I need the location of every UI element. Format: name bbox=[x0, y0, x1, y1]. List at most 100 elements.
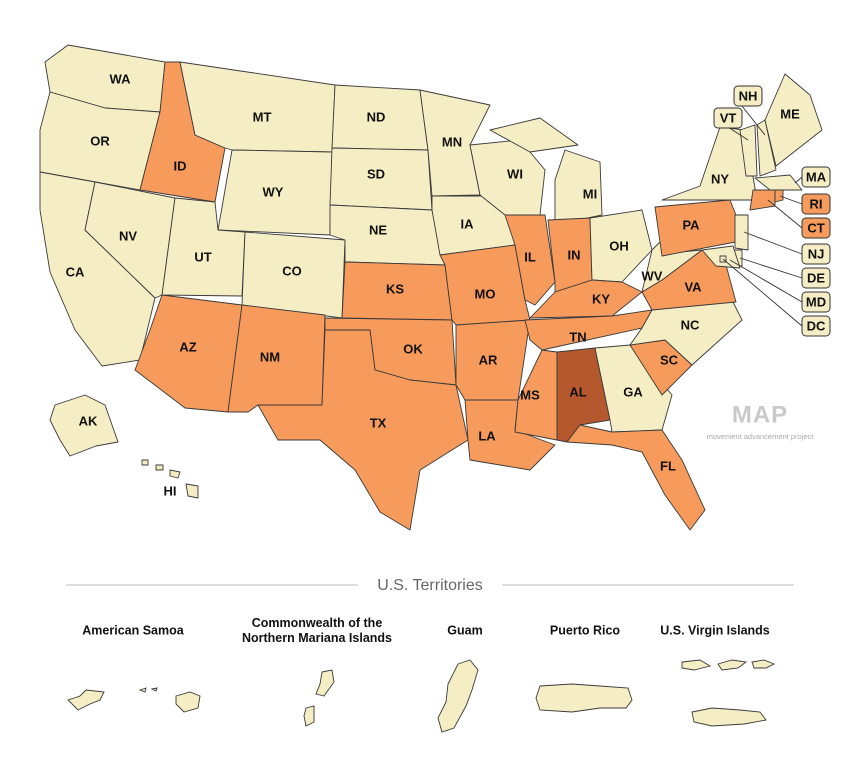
state-shape bbox=[589, 209, 653, 283]
state-label: KS bbox=[386, 281, 404, 296]
state-label: NH bbox=[739, 88, 758, 103]
territory-name: Guam bbox=[447, 623, 482, 637]
territory-name: Puerto Rico bbox=[550, 623, 621, 637]
states bbox=[39, 44, 823, 531]
state-shape bbox=[185, 483, 199, 499]
state-label: CA bbox=[66, 264, 85, 279]
american-samoa-shape bbox=[138, 687, 158, 693]
state-label: ME bbox=[780, 106, 800, 121]
state-label: OK bbox=[403, 341, 423, 356]
logo-name: MAP bbox=[732, 401, 788, 428]
state-label: OH bbox=[609, 238, 629, 253]
state-label: DE bbox=[807, 270, 825, 285]
american-samoa-shape bbox=[67, 689, 105, 711]
state-label: AK bbox=[79, 413, 98, 428]
state-label: AZ bbox=[179, 339, 196, 354]
state-shape bbox=[774, 189, 784, 203]
virgin-islands-shape bbox=[681, 659, 776, 671]
state-label: NC bbox=[681, 317, 700, 332]
label-box bbox=[801, 217, 831, 239]
state-shape bbox=[257, 329, 469, 531]
label-box bbox=[801, 291, 831, 313]
state-label: ID bbox=[174, 158, 187, 173]
label-box bbox=[713, 107, 743, 129]
state-shape bbox=[169, 469, 181, 479]
state-shape bbox=[49, 394, 119, 457]
territories-title: U.S. Territories bbox=[377, 577, 483, 594]
state-label: WV bbox=[642, 268, 663, 283]
state-label: FL bbox=[660, 458, 676, 473]
leader-line bbox=[767, 199, 803, 229]
state-label: IN bbox=[568, 247, 581, 262]
state-shape bbox=[141, 459, 149, 466]
state-label: MI bbox=[583, 186, 597, 201]
state-shape bbox=[504, 214, 556, 306]
leader-line bbox=[743, 231, 803, 255]
state-label: AL bbox=[569, 384, 586, 399]
territory-name: Commonwealth of the bbox=[252, 616, 383, 630]
state-label: NM bbox=[260, 349, 280, 364]
state-label: AR bbox=[479, 352, 498, 367]
state-label: MA bbox=[806, 169, 827, 184]
state-label: MO bbox=[475, 286, 496, 301]
state-label: CT bbox=[807, 220, 824, 235]
state-label: SD bbox=[367, 166, 385, 181]
leader-line bbox=[794, 176, 803, 184]
label-box bbox=[801, 193, 831, 215]
state-label: MT bbox=[253, 109, 272, 124]
state-label: CO bbox=[282, 263, 302, 278]
state-label: TX bbox=[370, 415, 387, 430]
label-box bbox=[801, 243, 831, 265]
territory-name: U.S. Virgin Islands bbox=[660, 623, 770, 637]
territory-name: American Samoa bbox=[82, 623, 184, 637]
puerto-rico-shape bbox=[535, 683, 633, 713]
territory-name: Northern Mariana Islands bbox=[242, 631, 392, 645]
leader-line bbox=[729, 259, 803, 303]
state-shape bbox=[749, 189, 776, 211]
state-label: MD bbox=[806, 294, 826, 309]
state-label: VA bbox=[684, 279, 702, 294]
territory-shapes bbox=[67, 659, 776, 733]
label-box bbox=[801, 267, 831, 289]
state-shape bbox=[489, 117, 579, 153]
state-shape bbox=[329, 204, 446, 266]
state-label: MS bbox=[520, 387, 540, 402]
state-label: NJ bbox=[808, 246, 825, 261]
state-label: ND bbox=[367, 109, 386, 124]
state-shape bbox=[84, 181, 176, 299]
state-shape bbox=[566, 424, 706, 531]
leader-line bbox=[779, 195, 803, 205]
state-label: GA bbox=[623, 384, 643, 399]
state-shape bbox=[179, 61, 336, 153]
state-label: SC bbox=[660, 352, 679, 367]
label-box bbox=[801, 315, 831, 337]
state-label: WA bbox=[110, 71, 132, 86]
state-labels: WA OR CA NV ID MT WY UT CO AZ NM ND SD NE KS OK TX MN IA MO… bbox=[66, 71, 831, 498]
state-label: NY bbox=[711, 171, 729, 186]
state-shape bbox=[155, 464, 164, 471]
logo-tagline: movement advancement project bbox=[707, 432, 815, 441]
virgin-islands-shape bbox=[691, 707, 767, 727]
state-label: NV bbox=[119, 228, 137, 243]
state-label: TN bbox=[569, 329, 586, 344]
state-label: VT bbox=[720, 110, 737, 125]
state-label: WI bbox=[507, 166, 523, 181]
state-label: IL bbox=[524, 249, 536, 264]
state-label: HI bbox=[164, 483, 177, 498]
state-label: NE bbox=[369, 222, 387, 237]
label-box bbox=[733, 85, 763, 107]
state-label: UT bbox=[194, 249, 211, 264]
state-label: OR bbox=[90, 133, 110, 148]
state-label: WY bbox=[263, 184, 284, 199]
state-label: LA bbox=[478, 428, 496, 443]
state-label: KY bbox=[592, 291, 610, 306]
mariana-shape bbox=[303, 705, 315, 727]
state-label: MN bbox=[442, 134, 462, 149]
state-label: PA bbox=[682, 217, 700, 232]
state-shape bbox=[764, 73, 823, 167]
american-samoa-shape bbox=[175, 691, 201, 713]
state-label: DC bbox=[807, 318, 826, 333]
state-shape bbox=[439, 244, 531, 326]
state-label: RI bbox=[810, 196, 823, 211]
